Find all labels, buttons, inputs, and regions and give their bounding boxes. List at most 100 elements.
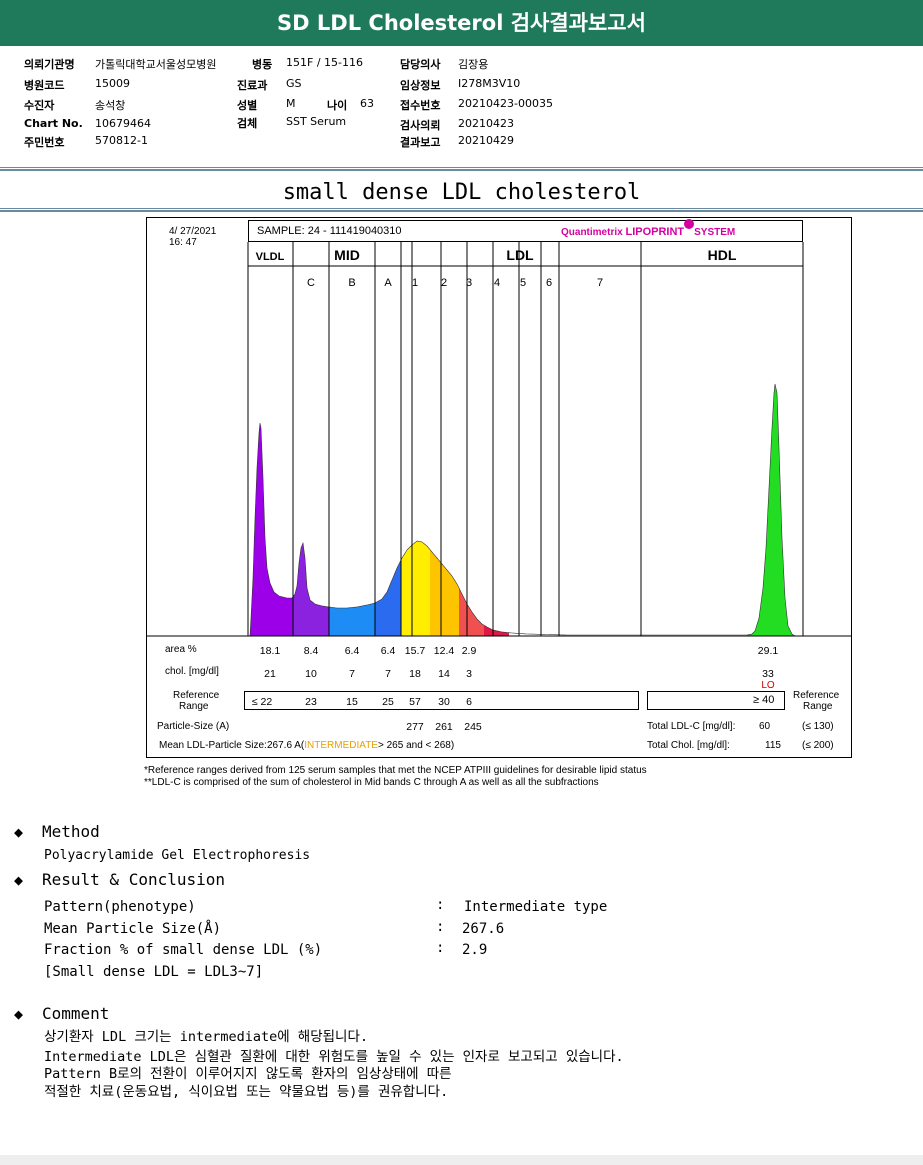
- doctor-label: 담당의사: [400, 58, 441, 71]
- band-label: 7: [597, 277, 603, 289]
- hospital-code-label: 병원코드: [24, 79, 65, 92]
- area-value: 12.4: [434, 645, 455, 657]
- diamond-icon: ◆: [14, 823, 24, 841]
- group-mid: MID: [334, 247, 360, 263]
- comment-line-4: 적절한 치료(운동요법, 식이요법 또는 약물요법 등)를 권유합니다.: [44, 1084, 449, 1100]
- result-value-1: Intermediate type: [464, 899, 608, 915]
- result-heading: ◆ Result & Conclusion: [14, 870, 225, 889]
- ward-value: 151F / 15-116: [286, 56, 363, 69]
- comment-heading-text: Comment: [42, 1004, 110, 1023]
- fill-hdl: [747, 384, 795, 636]
- band-label: 4: [494, 277, 500, 289]
- total-chol-label: Total Chol. [mg/dl]:: [647, 740, 730, 751]
- total-ldl-label: Total LDL-C [mg/dl]:: [647, 721, 736, 732]
- result-value-3: 2.9: [462, 942, 488, 958]
- band-label: 1: [412, 277, 418, 289]
- sex-value: M: [286, 97, 296, 110]
- chol-value: 14: [438, 668, 450, 680]
- department-label: 진료과: [237, 79, 268, 92]
- divider-bottom: [0, 208, 923, 212]
- result-heading-text: Result & Conclusion: [42, 870, 226, 889]
- print-time: 16: 47: [169, 237, 197, 248]
- sex-label: 성별: [237, 99, 258, 112]
- total-chol-value: 115: [765, 740, 781, 751]
- area-value: 6.4: [345, 645, 360, 657]
- band-label: 6: [546, 277, 552, 289]
- footnote-1: *Reference ranges derived from 125 serum…: [144, 765, 647, 776]
- chol-hdl: 33: [762, 668, 774, 680]
- ref-value: 6: [466, 696, 472, 708]
- ref-value: ≤ 22: [252, 696, 273, 708]
- print-date: 4/ 27/2021: [169, 226, 217, 237]
- total-ldl-value: 60: [759, 721, 771, 732]
- total-chol-ref: (≤ 200): [802, 740, 834, 751]
- chol-value: 18: [409, 668, 421, 680]
- institution-label: 의뢰기관명: [24, 58, 75, 71]
- ref-value: 23: [305, 696, 317, 708]
- id-value: 570812-1: [95, 134, 148, 147]
- ref-range-hdl-box: [647, 691, 785, 710]
- bottom-bar: [0, 1155, 923, 1165]
- diamond-icon: ◆: [14, 1005, 24, 1023]
- band-label: A: [384, 277, 392, 289]
- lipoprint-panel: 4/ 27/2021 16: 47 SAMPLE: 24 - 111419040…: [146, 217, 852, 758]
- result-colon-3: :: [436, 940, 445, 956]
- fill-ldl3: [459, 588, 484, 636]
- ref-value: 25: [382, 696, 394, 708]
- particle-value: 245: [464, 721, 482, 733]
- request-label: 검사의뢰: [400, 119, 441, 132]
- result-colon-1: :: [436, 897, 445, 913]
- chol-value: 7: [385, 668, 391, 680]
- department-value: GS: [286, 77, 302, 90]
- patient-info: 의뢰기관명 가톨릭대학교서울성모병원 병동 151F / 15-116 담당의사…: [0, 0, 923, 160]
- report-title: SD LDL Cholesterol 검사결과보고서: [0, 0, 923, 46]
- receipt-label: 접수번호: [400, 99, 441, 112]
- specimen-label: 검체: [237, 117, 258, 130]
- comment-line-3: Pattern B로의 전환이 이루어지지 않도록 환자의 임상상태에 따른: [44, 1066, 452, 1082]
- chart-no-value: 10679464: [95, 117, 151, 130]
- band-label: 3: [466, 277, 472, 289]
- area-value: 15.7: [405, 645, 426, 657]
- footnote-2: **LDL-C is comprised of the sum of chole…: [144, 777, 599, 788]
- group-vldl: VLDL: [256, 251, 285, 263]
- area-value: 2.9: [462, 645, 477, 657]
- curve-outline: [249, 383, 796, 637]
- ref-value: 57: [409, 696, 421, 708]
- ref-label-1: Reference: [173, 690, 220, 701]
- brand-badge-icon: [684, 219, 695, 229]
- area-value: 8.4: [304, 645, 319, 657]
- particle-value: 277: [406, 721, 424, 733]
- ref-label-2: Range: [179, 701, 209, 712]
- chol-value: 10: [305, 668, 317, 680]
- clinical-info-value: I278M3V10: [458, 77, 521, 90]
- specimen-value: SST Serum: [286, 115, 347, 128]
- group-hdl: HDL: [708, 247, 737, 263]
- band-label: 2: [441, 277, 447, 289]
- result-label-3: Fraction % of small dense LDL (%): [44, 942, 323, 958]
- sample-id: SAMPLE: 24 - 111419040310: [257, 225, 402, 237]
- request-value: 20210423: [458, 117, 514, 130]
- particle-value: 261: [435, 721, 453, 733]
- mean-size-number: 267.6: [267, 740, 293, 751]
- fill-mid-a: [375, 560, 401, 636]
- report-date-value: 20210429: [458, 134, 514, 147]
- chol-hdl-flag: LO: [761, 680, 775, 691]
- divider-top: [0, 167, 923, 171]
- mean-size-range: > 265 and < 268): [377, 740, 455, 751]
- brand-q: Quantimetrix: [561, 227, 626, 238]
- comment-line-2: Intermediate LDL은 심혈관 질환에 대한 위험도를 높일 수 있…: [44, 1049, 624, 1065]
- receipt-value: 20210423-00035: [458, 97, 553, 110]
- comment-line-1: 상기환자 LDL 크기는 intermediate에 해당됩니다.: [44, 1029, 369, 1045]
- band-label: B: [348, 277, 355, 289]
- row-chol-label: chol. [mg/dl]: [165, 666, 219, 677]
- ref-hdl: ≥ 40: [753, 694, 775, 706]
- mean-size-unit: A(: [294, 740, 305, 751]
- doctor-value: 김장용: [458, 58, 489, 71]
- area-hdl: 29.1: [758, 645, 779, 657]
- fill-mid-c: [292, 543, 329, 636]
- patient-value: 송석창: [95, 99, 126, 112]
- chol-value: 21: [264, 668, 276, 680]
- result-label-1: Pattern(phenotype): [44, 899, 196, 915]
- row-area-label: area %: [165, 644, 197, 655]
